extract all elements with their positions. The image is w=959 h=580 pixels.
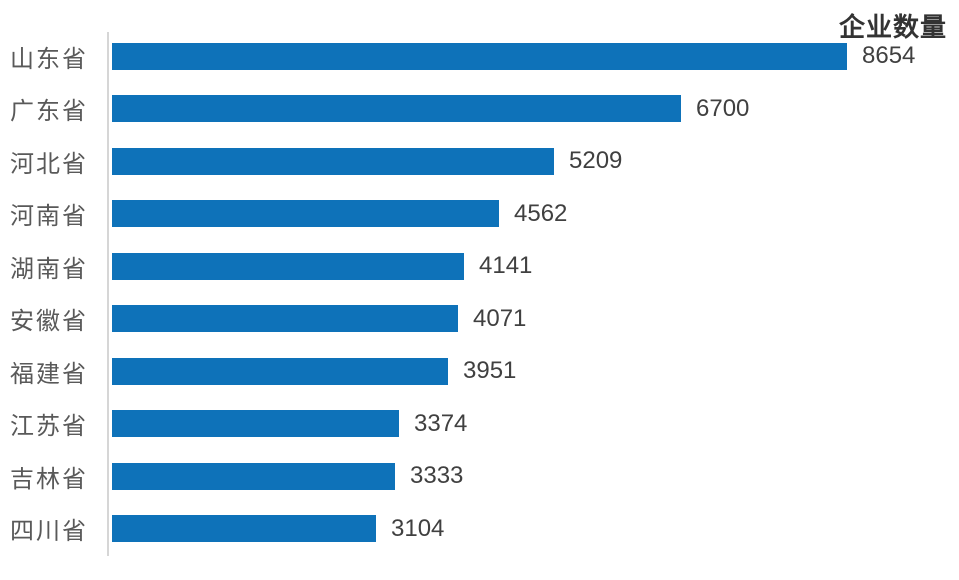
bar-rows: 山东省 8654 广东省 6700 河北省 5209 河南省 4562 湖南省 4141 安徽省 40… <box>0 30 959 555</box>
value-label: 3951 <box>463 357 517 385</box>
value-label: 4141 <box>479 252 533 280</box>
bar <box>112 252 464 280</box>
bar-row: 江苏省 3374 <box>0 398 959 451</box>
value-label: 4562 <box>514 199 568 227</box>
bar <box>112 410 399 438</box>
value-label: 4071 <box>473 304 527 332</box>
bar <box>112 462 395 490</box>
bar-row: 安徽省 4071 <box>0 293 959 346</box>
bar-row: 四川省 3104 <box>0 503 959 556</box>
bar-row: 山东省 8654 <box>0 30 959 83</box>
category-label: 安徽省 <box>10 308 88 336</box>
value-label: 5209 <box>569 147 623 175</box>
category-label: 吉林省 <box>10 465 88 493</box>
category-label: 四川省 <box>10 518 88 546</box>
bar-row: 河北省 5209 <box>0 135 959 188</box>
bar-row: 吉林省 3333 <box>0 450 959 503</box>
bar-row: 湖南省 4141 <box>0 240 959 293</box>
value-label: 6700 <box>696 94 750 122</box>
bar <box>112 200 499 228</box>
value-label: 3104 <box>391 514 445 542</box>
category-label: 广东省 <box>10 98 88 126</box>
chart-title: 企业数量 <box>838 12 947 42</box>
category-label: 河南省 <box>10 203 88 231</box>
bar-row: 广东省 6700 <box>0 83 959 136</box>
category-label: 江苏省 <box>10 413 88 441</box>
category-label: 福建省 <box>10 360 88 388</box>
category-label: 湖南省 <box>10 255 88 283</box>
value-label: 3374 <box>414 409 468 437</box>
bar <box>112 357 448 385</box>
bar <box>112 95 681 123</box>
value-label: 8654 <box>862 42 916 70</box>
value-label: 3333 <box>410 462 464 490</box>
category-label: 山东省 <box>10 45 88 73</box>
bar <box>112 42 847 70</box>
bar-row: 河南省 4562 <box>0 188 959 241</box>
bar <box>112 515 376 543</box>
bar-row: 福建省 3951 <box>0 345 959 398</box>
bar <box>112 305 458 333</box>
category-label: 河北省 <box>10 150 88 178</box>
y-axis-line <box>107 32 109 556</box>
bar <box>112 147 554 175</box>
